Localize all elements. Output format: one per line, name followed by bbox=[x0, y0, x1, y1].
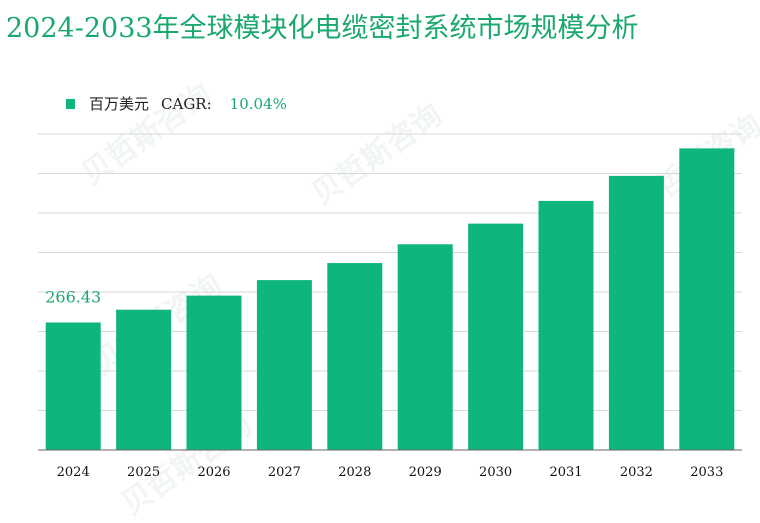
bar-2032 bbox=[608, 175, 664, 450]
x-axis: 2024 2025 2026 2027 2028 2029 2030 2031 2032 2033 bbox=[38, 449, 742, 480]
x-tick-label: 2030 bbox=[479, 465, 512, 480]
data-labels: 266.43 bbox=[45, 287, 101, 306]
x-tick-label: 2031 bbox=[549, 465, 582, 480]
legend-series-name: 百万美元 bbox=[89, 95, 150, 113]
legend-cagr-value: 10.04% bbox=[229, 94, 287, 113]
x-tick-label: 2024 bbox=[57, 465, 90, 480]
bar-2026 bbox=[186, 295, 242, 450]
bar-2029 bbox=[397, 244, 453, 450]
bar-2030 bbox=[468, 223, 524, 450]
bar-2033 bbox=[679, 148, 735, 450]
bar-2024 bbox=[45, 322, 101, 450]
legend-cagr-label: CAGR: bbox=[161, 94, 212, 113]
x-tick-label: 2029 bbox=[409, 465, 442, 480]
legend-swatch bbox=[66, 98, 75, 109]
bar-2031 bbox=[538, 200, 594, 450]
x-tick-label: 2025 bbox=[127, 465, 160, 480]
x-tick-label: 2027 bbox=[268, 465, 301, 480]
bars bbox=[45, 148, 735, 450]
x-tick-label: 2026 bbox=[197, 465, 230, 480]
x-tick-label: 2033 bbox=[690, 465, 723, 480]
chart-title: 2024-2033年全球模块化电缆密封系统市场规模分析 bbox=[6, 13, 639, 44]
legend: 百万美元 CAGR: 10.04% bbox=[66, 93, 287, 114]
bar-2027 bbox=[256, 280, 312, 450]
x-tick-label: 2028 bbox=[338, 465, 371, 480]
bar-2025 bbox=[116, 309, 172, 450]
bar-chart: 2024 2025 2026 2027 2028 2029 2030 2031 2032 2033… bbox=[38, 133, 742, 480]
bar-2028 bbox=[327, 263, 383, 450]
data-label: 266.43 bbox=[45, 287, 101, 306]
x-tick-label: 2032 bbox=[620, 465, 653, 480]
